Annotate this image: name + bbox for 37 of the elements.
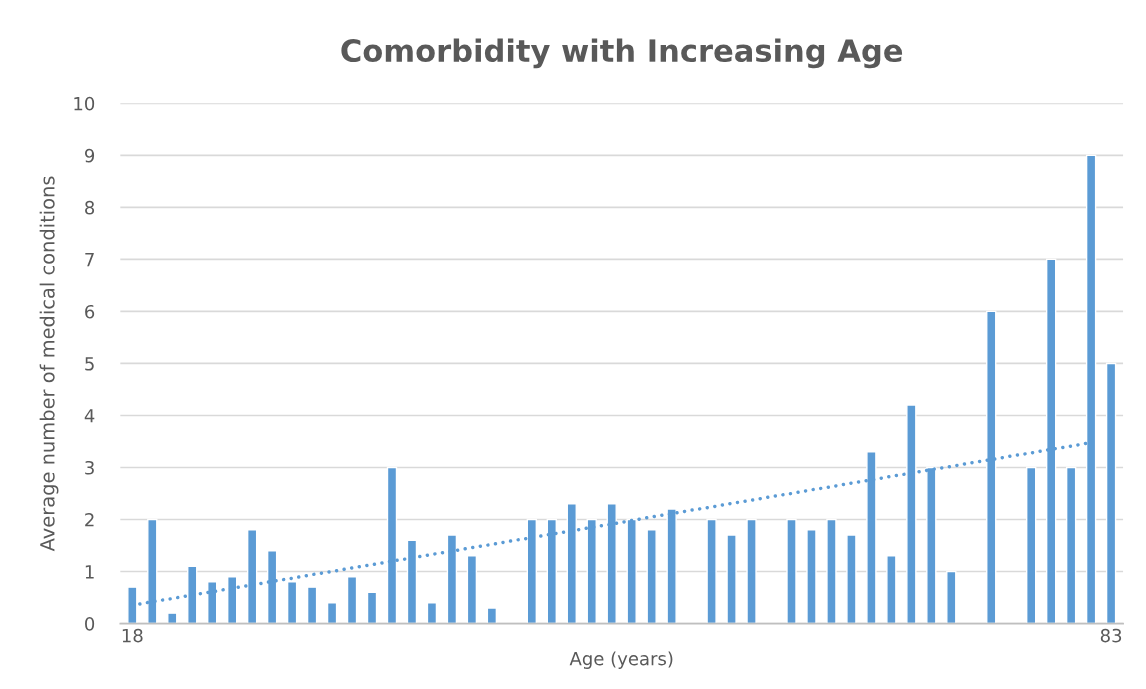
bar [466,555,478,624]
bar [167,612,178,624]
bar [1105,362,1117,624]
bar [826,518,837,624]
bar [706,518,717,624]
bar [346,576,358,624]
x-axis-title: Age (years) [569,651,673,669]
bar [326,602,338,624]
bar [806,529,817,624]
x-tick-label: 18 [122,628,143,643]
bar [366,591,378,624]
bar [1065,466,1077,624]
y-axis-title: Average number of medical conditions [39,176,59,552]
chart-title: Comorbidity with Increasing Age [341,38,903,69]
bar [646,529,657,624]
bar [726,534,737,624]
y-tick-label: 3 [85,460,94,475]
bar [746,518,757,624]
bar [786,518,797,624]
y-tick-label: 10 [74,96,95,111]
y-tick-label: 6 [85,304,95,319]
bar [426,602,438,624]
bar [846,534,857,624]
bar [1026,466,1037,624]
bar [886,555,897,624]
y-tick-label: 2 [85,512,94,527]
y-tick-label: 5 [85,357,94,371]
bar [486,607,498,624]
x-tick-label: 83 [1100,628,1122,643]
y-tick-label: 4 [84,409,95,423]
bar [306,586,318,624]
y-tick-label: 9 [84,148,95,163]
y-tick-label: 8 [85,200,95,215]
y-tick-label: 0 [85,617,95,631]
y-tick-label: 1 [85,565,94,579]
y-tick-label: 7 [85,253,94,267]
bar [946,570,957,624]
